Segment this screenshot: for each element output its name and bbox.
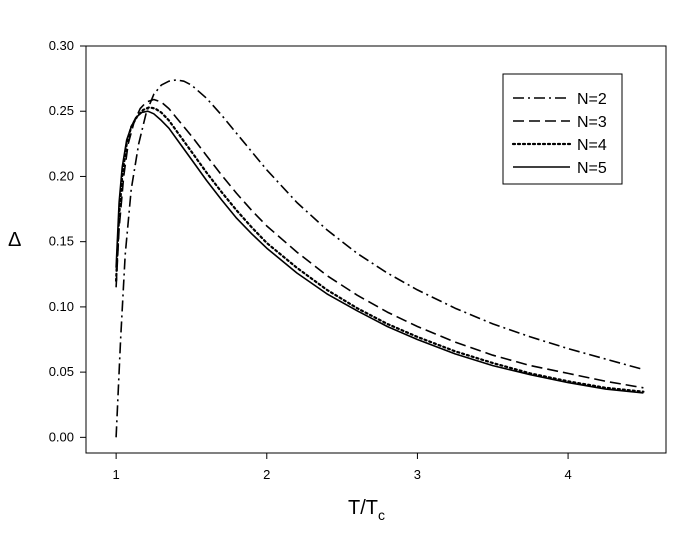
y-tick-label: 0.20	[49, 168, 74, 183]
x-tick-label: 2	[263, 467, 270, 482]
legend: N=2 N=3 N=4 N=5	[502, 73, 623, 185]
series-lines	[114, 79, 645, 438]
y-tick-label: 0.30	[49, 38, 74, 53]
plot-frame	[85, 45, 667, 454]
x-axis-title-subscript: c	[378, 507, 385, 523]
legend-label: N=2	[577, 91, 607, 108]
y-axis-ticks: 0.00 0.05 0.10 0.15 0.20 0.25 0.30	[49, 38, 86, 444]
series-line-n-3	[115, 98, 644, 389]
y-tick-label: 0.10	[49, 299, 74, 314]
y-tick-label: 0.15	[49, 234, 74, 249]
y-tick-label: 0.05	[49, 364, 74, 379]
x-axis-title: T/Tc	[348, 497, 385, 523]
x-tick-label: 4	[564, 467, 571, 482]
series-line-n-5	[115, 110, 644, 394]
legend-label: N=3	[577, 114, 607, 131]
y-tick-label: 0.00	[49, 429, 74, 444]
y-tick-label: 0.25	[49, 103, 74, 118]
legend-box	[502, 73, 623, 185]
legend-label: N=4	[577, 137, 607, 154]
series-line-n-2	[115, 79, 644, 438]
legend-items: N=2 N=3 N=4 N=5	[511, 91, 607, 177]
legend-label: N=5	[577, 160, 607, 177]
x-tick-label: 1	[113, 467, 120, 482]
x-axis-ticks: 1 2 3 4	[113, 453, 572, 482]
x-axis-title-base: T/T	[348, 497, 378, 519]
x-tick-label: 3	[414, 467, 421, 482]
y-axis-title: Δ	[8, 229, 21, 251]
